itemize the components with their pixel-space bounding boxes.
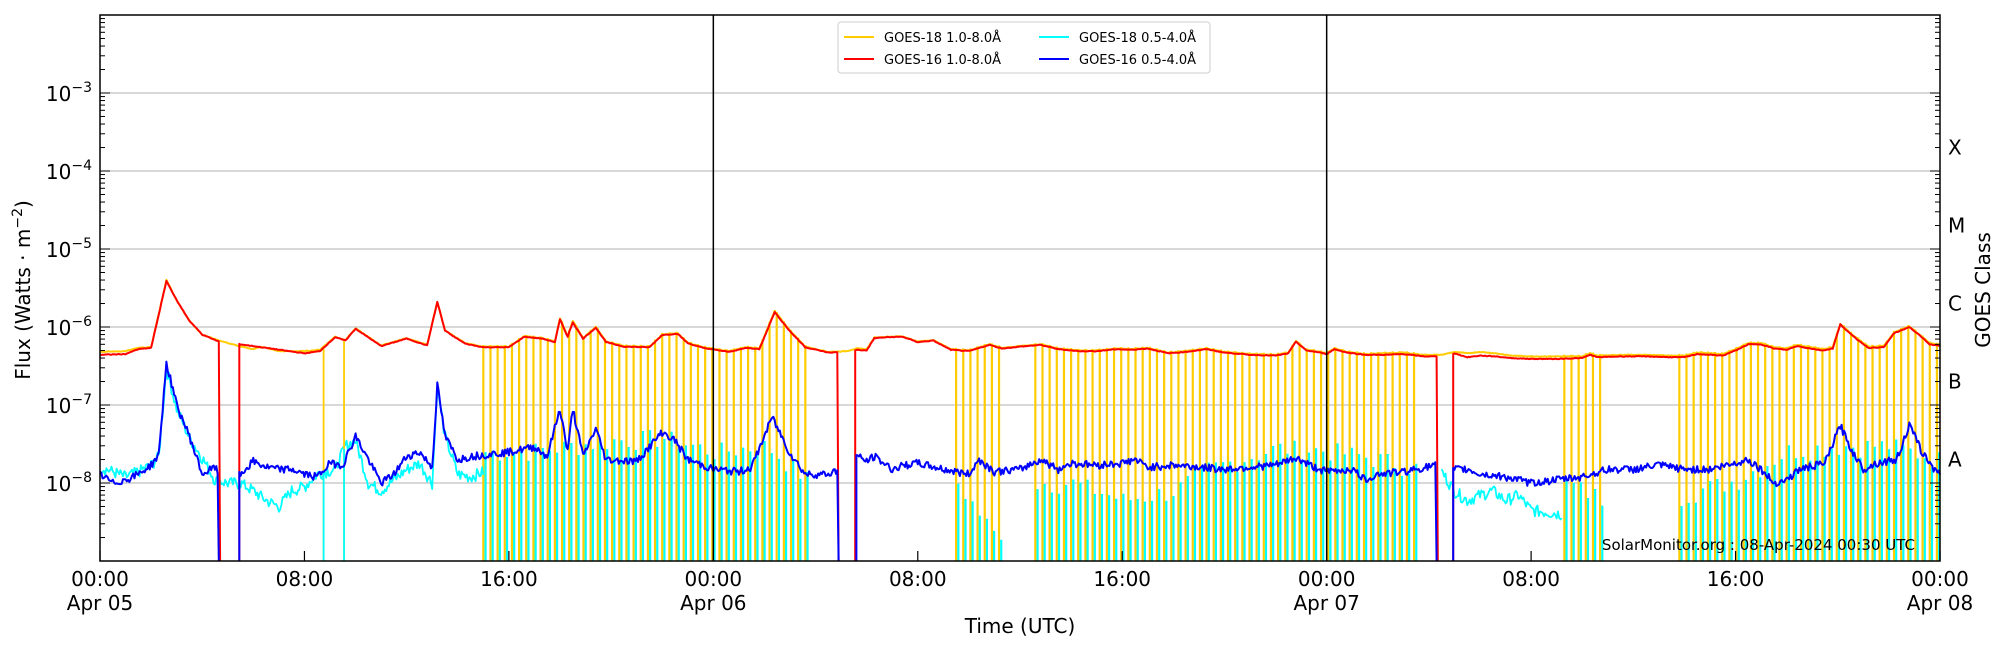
y-axis-title: Flux (Watts · m−2) xyxy=(10,200,35,380)
legend-label: GOES-18 0.5-4.0Å xyxy=(1079,30,1196,46)
right-axis-title: GOES Class xyxy=(1971,232,1995,348)
y-tick-label: 10−7 xyxy=(46,392,92,418)
legend-box xyxy=(837,21,1211,74)
goes16-short-line xyxy=(99,360,1941,562)
goes-class-label: B xyxy=(1948,370,1962,394)
day-boundary-lines xyxy=(712,15,1328,561)
x-tick-label: 16:00 xyxy=(1093,567,1151,591)
x-tick-date: Apr 05 xyxy=(67,591,133,615)
plot-frame xyxy=(99,14,1941,562)
y-tick-label: 10−5 xyxy=(46,236,92,262)
goes-class-label: X xyxy=(1948,136,1962,160)
goes18-short-line-2 xyxy=(1440,468,1563,521)
goes18-long-line xyxy=(99,278,1941,358)
timestamp-annotation: SolarMonitor.org : 08-Apr-2024 00:30 UTC xyxy=(1602,536,1915,554)
x-tick-label: 00:00 xyxy=(685,567,743,591)
y-tick-label: 10−6 xyxy=(46,314,92,340)
x-axis-title: Time (UTC) xyxy=(964,614,1076,638)
goes16-long-line xyxy=(99,279,1940,562)
legend-label: GOES-18 1.0-8.0Å xyxy=(884,30,1001,46)
grid-lines xyxy=(100,92,1940,484)
x-tick-label: 16:00 xyxy=(1707,567,1765,591)
legend-label: GOES-16 1.0-8.0Å xyxy=(884,52,1001,68)
x-tick-label: 00:00 xyxy=(1911,567,1969,591)
y-tick-label: 10−8 xyxy=(46,470,92,496)
x-tick-label: 08:00 xyxy=(1502,567,1560,591)
x-tick-date: Apr 07 xyxy=(1293,591,1359,615)
data-lines xyxy=(99,278,1941,562)
goes18-short-line xyxy=(99,369,485,513)
y-tick-label: 10−3 xyxy=(46,80,92,106)
legend: GOES-18 1.0-8.0Å GOES-16 1.0-8.0Å GOES-18 … xyxy=(837,21,1211,74)
x-tick-label: 00:00 xyxy=(1298,567,1356,591)
x-tick-date: Apr 08 xyxy=(1907,591,1973,615)
y-tick-label: 10−4 xyxy=(46,158,92,184)
x-tick-date: Apr 06 xyxy=(680,591,746,615)
x-tick-label: 16:00 xyxy=(480,567,538,591)
legend-label: GOES-16 0.5-4.0Å xyxy=(1079,52,1196,68)
x-tick-label: 00:00 xyxy=(71,567,129,591)
x-tick-label: 08:00 xyxy=(276,567,334,591)
goes-class-label: C xyxy=(1948,292,1962,316)
goes-class-label: A xyxy=(1948,448,1962,472)
goes-class-label: M xyxy=(1948,214,1965,238)
x-tick-label: 08:00 xyxy=(889,567,947,591)
